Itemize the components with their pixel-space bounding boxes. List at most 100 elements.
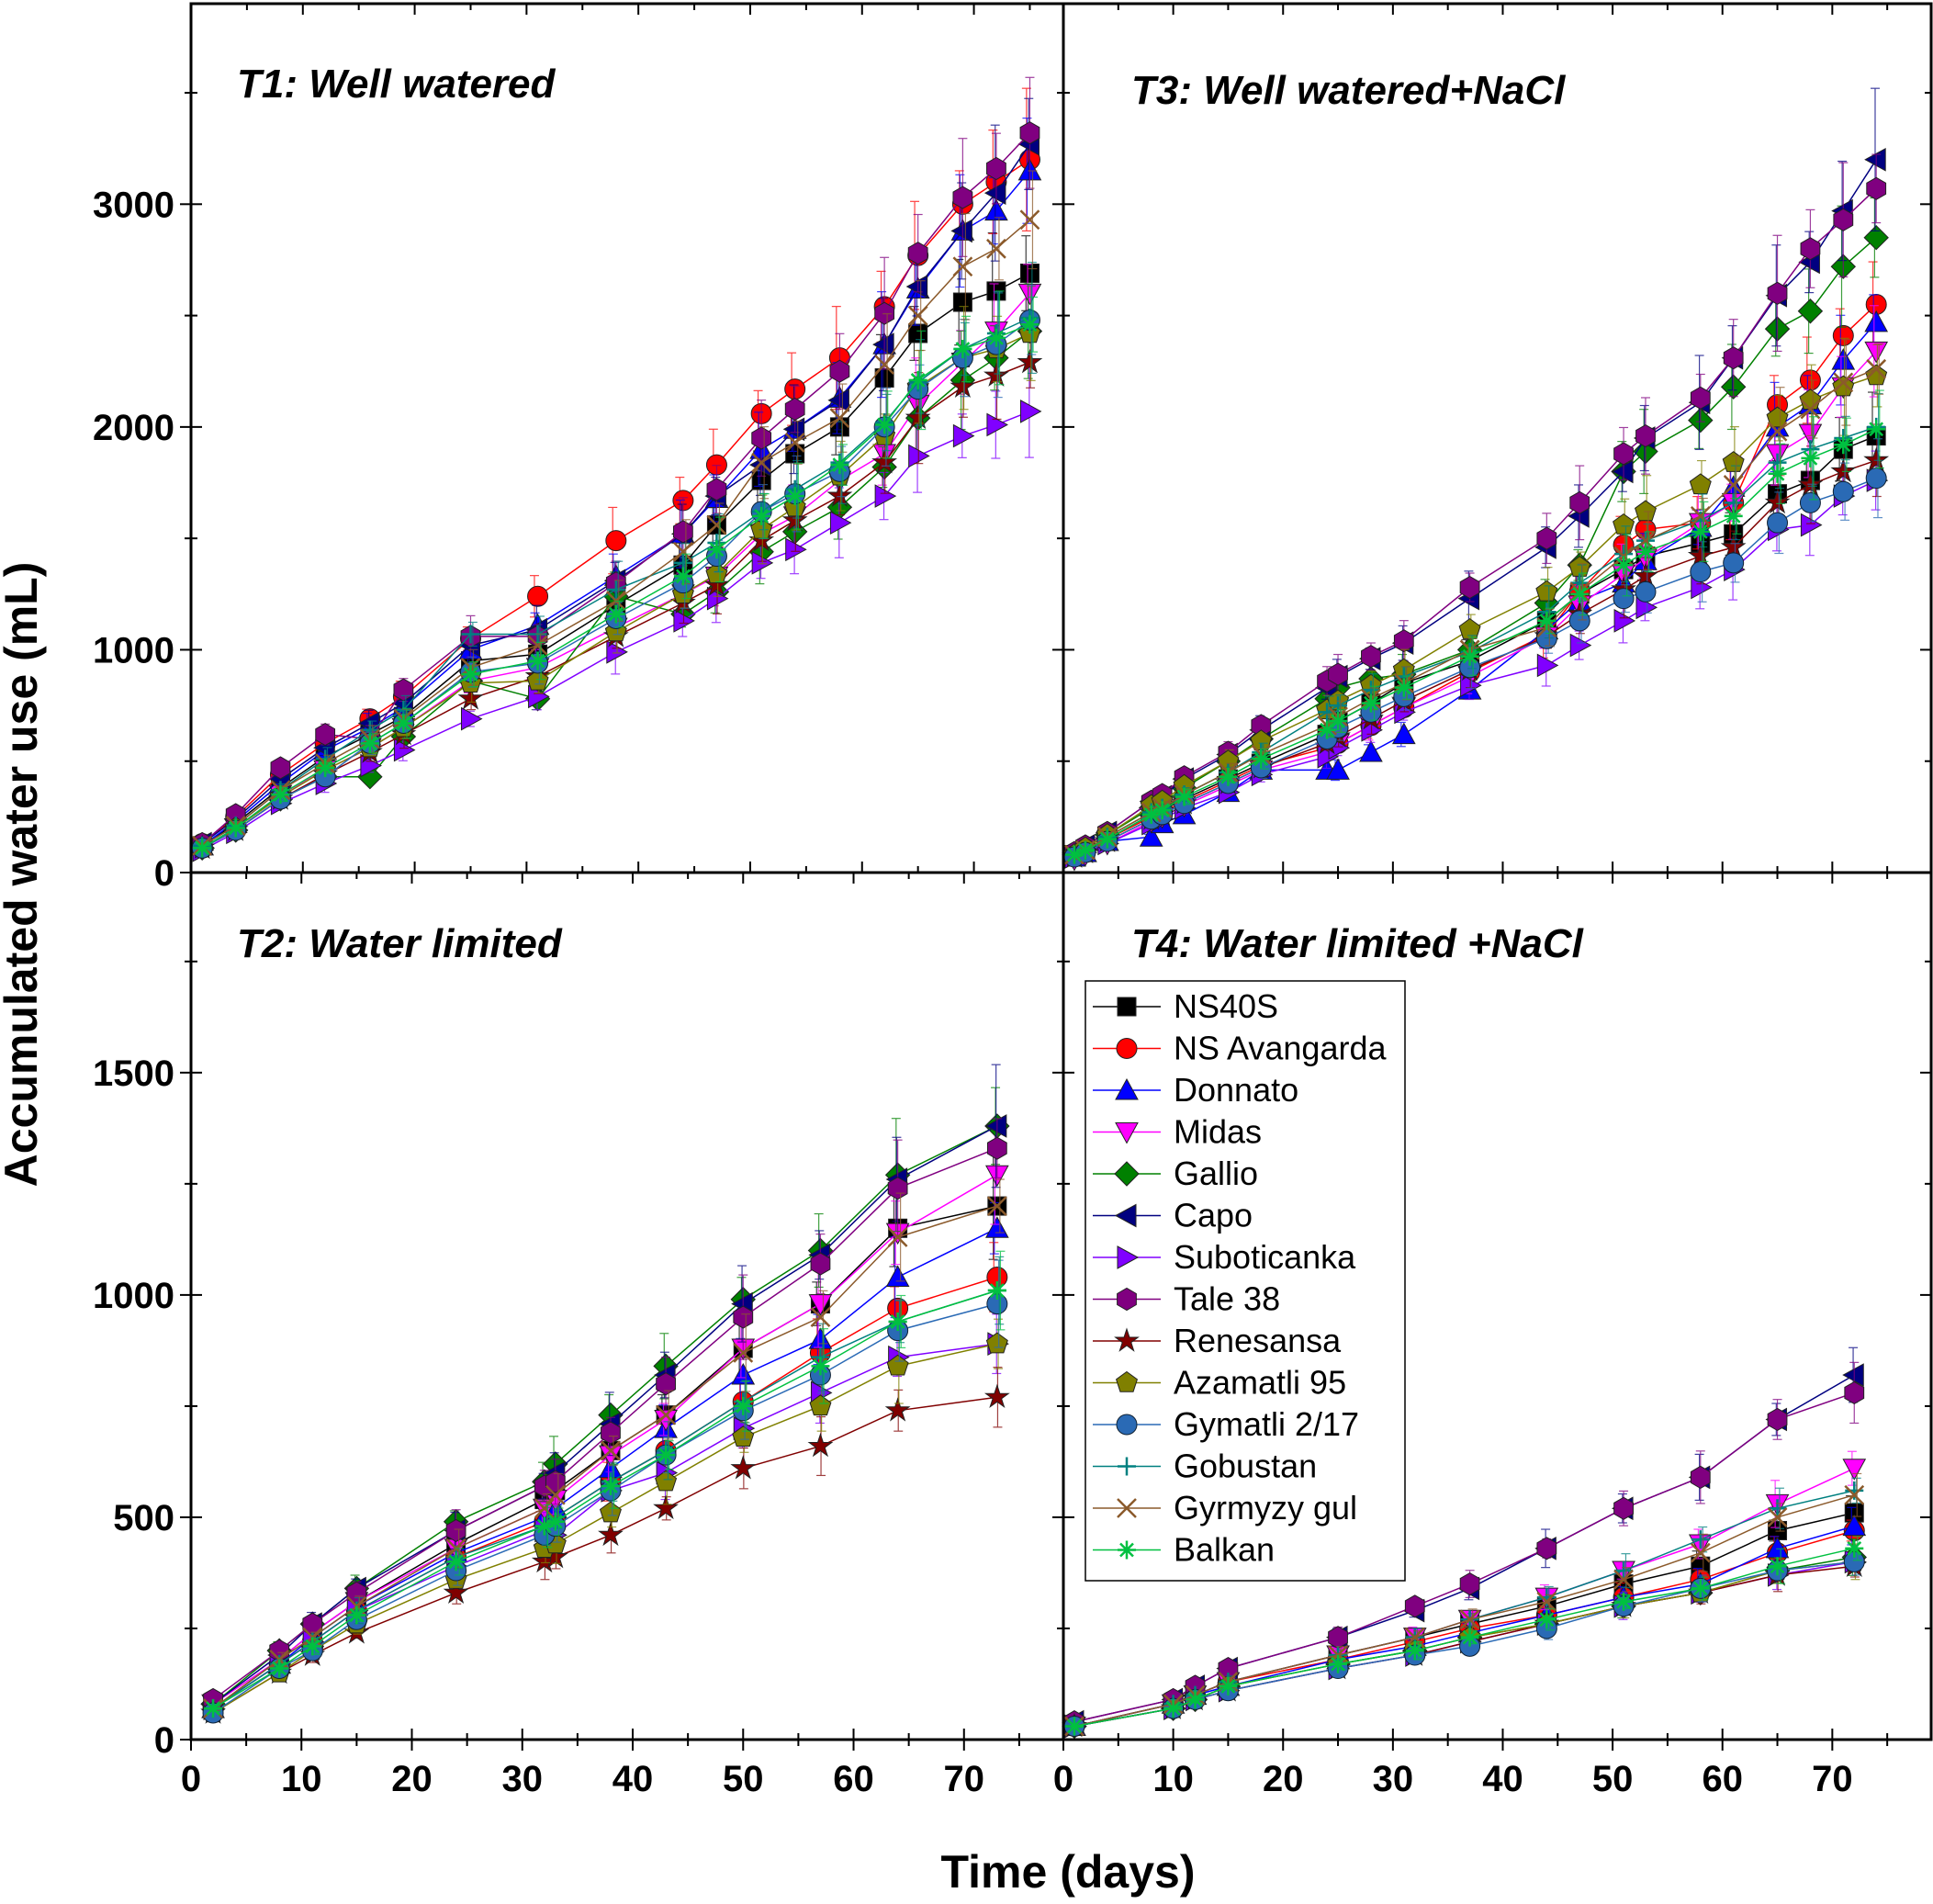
- legend-label: Gallio: [1174, 1155, 1258, 1192]
- legend-marker: [1118, 1457, 1136, 1476]
- data-point: [952, 186, 973, 209]
- data-point: [986, 238, 1006, 259]
- data-point: [952, 256, 973, 277]
- data-point: [751, 452, 772, 473]
- data-point: [1842, 1363, 1864, 1387]
- legend-item-suboticanka: Suboticanka: [1093, 1238, 1356, 1276]
- legend-item-gymatli-2-17: Gymatli 2/17: [1093, 1405, 1359, 1443]
- data-point: [952, 423, 975, 448]
- data-point: [1404, 1594, 1425, 1618]
- panel-title-t2: T2: Water limited: [237, 921, 563, 966]
- data-point: [1460, 1628, 1479, 1647]
- data-point: [657, 1446, 676, 1465]
- x-tick-label: 10: [1152, 1759, 1194, 1799]
- data-point: [303, 1637, 322, 1656]
- data-point: [1019, 121, 1040, 145]
- x-tick-label: 30: [1373, 1759, 1414, 1799]
- data-point: [1764, 489, 1791, 514]
- series-tale-38: [192, 76, 1040, 856]
- data-point: [887, 1227, 908, 1247]
- data-point: [829, 359, 850, 383]
- data-point: [1690, 561, 1712, 583]
- data-point: [1767, 281, 1788, 305]
- data-point: [1865, 468, 1887, 490]
- data-point: [807, 1432, 834, 1458]
- data-point: [703, 571, 730, 596]
- data-point: [1613, 1496, 1634, 1520]
- data-point: [983, 181, 1006, 206]
- data-point: [885, 1265, 910, 1288]
- data-point: [752, 506, 771, 525]
- data-point: [1139, 825, 1163, 847]
- data-point: [952, 292, 972, 312]
- panel-title-t4: T4: Water limited +NaCl: [1131, 921, 1584, 966]
- data-point: [1329, 696, 1348, 715]
- data-point: [1723, 346, 1744, 370]
- legend-label: NS Avangarda: [1174, 1030, 1387, 1067]
- data-point: [226, 818, 245, 838]
- data-point: [733, 1342, 754, 1363]
- data-point: [1691, 1530, 1710, 1549]
- legend-label: Gobustan: [1174, 1448, 1317, 1485]
- data-point: [1635, 580, 1657, 603]
- data-point: [1687, 542, 1714, 568]
- data-point: [809, 1394, 832, 1416]
- data-point: [673, 567, 692, 586]
- data-point: [394, 714, 413, 733]
- legend-item-tale-38: Tale 38: [1093, 1280, 1280, 1318]
- data-point: [1767, 1407, 1788, 1432]
- data-point: [527, 585, 549, 607]
- legend-marker: [1114, 1327, 1140, 1352]
- data-point: [653, 1494, 679, 1520]
- data-point: [953, 339, 972, 358]
- series-gallio: [1062, 197, 1889, 868]
- data-point: [1394, 678, 1413, 697]
- data-point: [1722, 451, 1745, 472]
- data-point: [829, 511, 852, 535]
- legend-label: Gyrmyzy gul: [1174, 1489, 1357, 1527]
- data-point: [1219, 767, 1238, 786]
- data-point: [445, 1518, 466, 1543]
- data-point: [599, 1501, 622, 1523]
- data-point: [606, 580, 625, 599]
- legend-label: Gymatli 2/17: [1174, 1405, 1359, 1443]
- data-point: [827, 388, 849, 412]
- data-point: [193, 839, 212, 858]
- y-tick-label: 500: [113, 1498, 174, 1538]
- data-point: [987, 1281, 1006, 1301]
- x-tick-label: 70: [1812, 1759, 1853, 1799]
- series-line: [212, 1343, 997, 1714]
- data-point: [1569, 633, 1592, 658]
- legend-label: Azamatli 95: [1174, 1364, 1346, 1402]
- x-tick-label: 60: [833, 1759, 874, 1799]
- panel-t2: 500 1000 1500 00 10 20 30 40 50 60 70 T2: Water lim…: [93, 873, 1063, 1799]
- data-point: [1613, 442, 1634, 466]
- data-point: [1536, 653, 1559, 678]
- data-point: [601, 1477, 620, 1496]
- data-point: [1614, 1561, 1634, 1581]
- data-point: [1359, 739, 1383, 762]
- legend-marker: [1116, 1038, 1138, 1059]
- data-point: [785, 487, 804, 506]
- data-point: [808, 1294, 833, 1316]
- data-point: [886, 1354, 909, 1376]
- data-point: [316, 758, 335, 777]
- series-tale-38: [1064, 153, 1887, 864]
- data-point: [1219, 1676, 1238, 1696]
- data-point: [983, 362, 1009, 387]
- data-point: [1690, 506, 1711, 526]
- data-point: [1141, 805, 1161, 824]
- panel-title-t3: T3: Well watered+NaCl: [1131, 68, 1566, 113]
- data-point: [457, 685, 484, 710]
- data-point: [1723, 475, 1744, 495]
- data-point: [781, 507, 808, 532]
- data-point: [1361, 645, 1381, 669]
- data-point: [748, 526, 775, 552]
- data-point: [1537, 1610, 1557, 1629]
- data-point: [315, 723, 336, 747]
- y-tick-label: 1000: [93, 1276, 174, 1316]
- legend-item-ns-avangarda: NS Avangarda: [1093, 1030, 1387, 1067]
- legend-label: Tale 38: [1174, 1280, 1280, 1318]
- data-point: [1844, 1484, 1865, 1505]
